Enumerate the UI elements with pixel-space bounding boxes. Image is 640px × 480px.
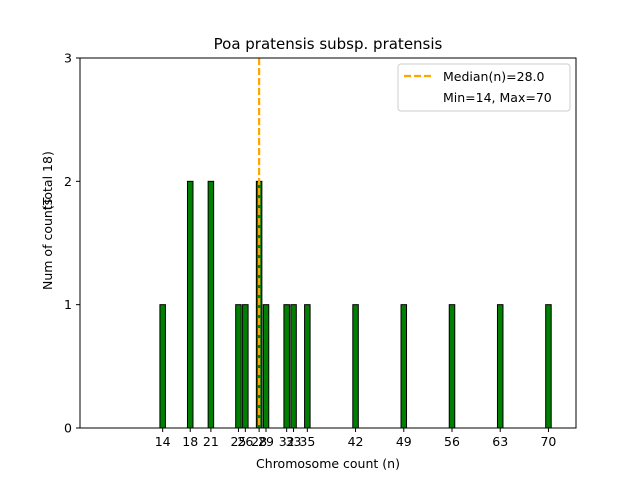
x-tick-label: 70 xyxy=(540,434,556,449)
bar-32 xyxy=(283,304,290,429)
bar-70 xyxy=(545,304,552,429)
y-axis-total-label: (Total 18) xyxy=(40,151,55,210)
bar-18 xyxy=(186,180,194,429)
bar-56 xyxy=(448,304,456,429)
legend: Median(n)=28.0 Min=14, Max=70 xyxy=(397,63,571,112)
bar-14 xyxy=(159,304,166,429)
y-tick-label: 1 xyxy=(64,297,72,312)
x-tick-label: 35 xyxy=(299,434,315,449)
x-tick-label: 42 xyxy=(348,434,364,449)
x-tick-label: 18 xyxy=(182,434,198,449)
x-tick-label: 63 xyxy=(492,434,508,449)
bar-25 xyxy=(235,304,242,429)
x-tick-label: 25 xyxy=(230,434,246,449)
y-ticks: 0 1 2 3 xyxy=(64,51,80,436)
x-tick-label: 26 xyxy=(237,434,253,449)
bar-42 xyxy=(352,304,359,429)
legend-median-label: Median(n)=28.0 xyxy=(443,69,544,84)
x-tick-label: 56 xyxy=(444,434,460,449)
x-axis-label: Chromosome count (n) xyxy=(256,456,400,471)
bar-49 xyxy=(400,304,408,429)
bar-29 xyxy=(262,304,270,429)
bar-21 xyxy=(207,180,215,429)
bar-35 xyxy=(304,304,311,429)
x-tick-label: 49 xyxy=(396,434,412,449)
chart-title: Poa pratensis subsp. pratensis xyxy=(214,35,443,53)
x-tick-label: 28 xyxy=(251,434,267,449)
plot-frame xyxy=(79,57,577,429)
x-tick-label: 14 xyxy=(155,434,171,449)
y-axis-label: Num of counts xyxy=(40,199,55,290)
x-tick-label: 29 xyxy=(258,434,274,449)
x-tick-label: 33 xyxy=(286,434,302,449)
bar-63 xyxy=(496,304,504,429)
bar-33 xyxy=(290,304,297,429)
legend-minmax-label: Min=14, Max=70 xyxy=(443,90,552,105)
x-tick-label: 32 xyxy=(279,434,295,449)
y-tick-label: 2 xyxy=(64,174,72,189)
x-tick-label: 21 xyxy=(203,434,219,449)
y-tick-label: 3 xyxy=(64,51,72,66)
y-tick-label: 0 xyxy=(64,421,72,436)
legend-frame xyxy=(397,63,571,112)
bar-26 xyxy=(242,304,249,429)
